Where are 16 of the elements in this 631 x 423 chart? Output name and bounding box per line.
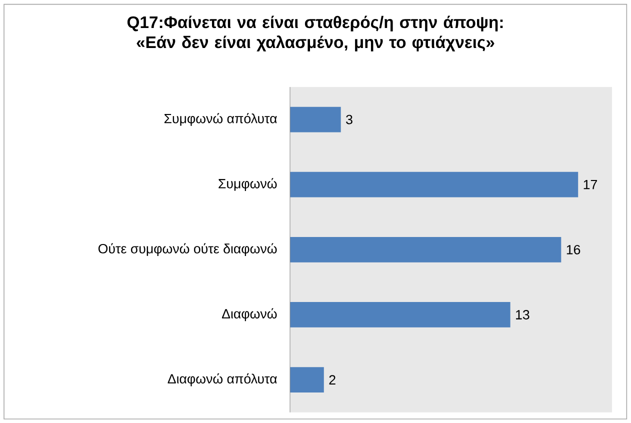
bar [290,302,510,328]
data-label: 17 [584,180,597,190]
bar [290,236,562,262]
data-label: 13 [516,310,530,320]
y-tick-label: Συμφωνώ [218,178,277,191]
bar [290,106,341,132]
data-label: 3 [346,114,352,124]
data-label: 2 [329,375,336,384]
y-tick-label: Ούτε συμφωνώ ούτε διαφωνώ [98,243,277,256]
data-label: 16 [566,244,580,254]
y-tick-label: Διαφωνώ [222,308,277,322]
bar [290,172,578,198]
y-tick-label: Διαφωνώ απόλυτα [168,373,277,386]
y-tick-label: Συμφωνώ απόλυτα [164,113,277,126]
chart-title: Q17:Φαίνεται να είναι σταθερός/η στην άποψη: «Εάν δεν είναι χαλασμένο, μην το φτιάχνεις» [127,16,503,52]
bar [290,367,324,392]
